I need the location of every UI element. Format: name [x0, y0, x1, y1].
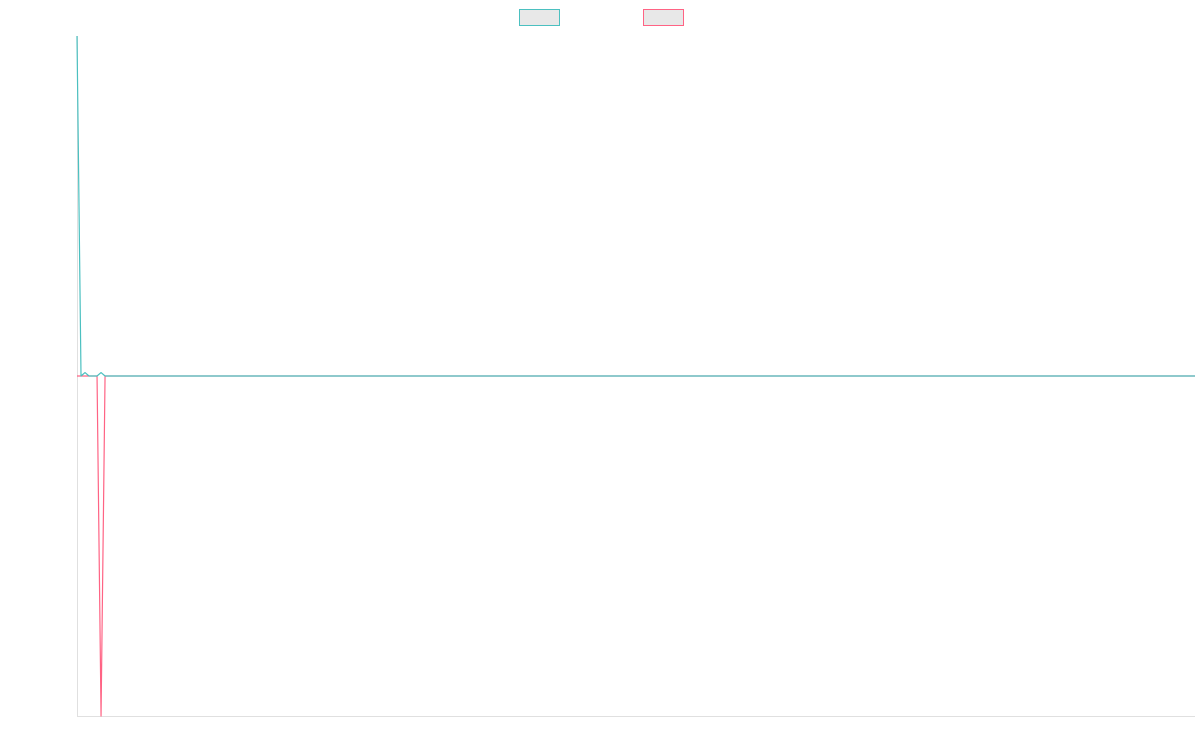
series-line	[76, 35, 1195, 377]
legend-swatch	[643, 9, 684, 26]
legend-swatch	[519, 9, 560, 26]
series-line	[77, 375, 1195, 717]
